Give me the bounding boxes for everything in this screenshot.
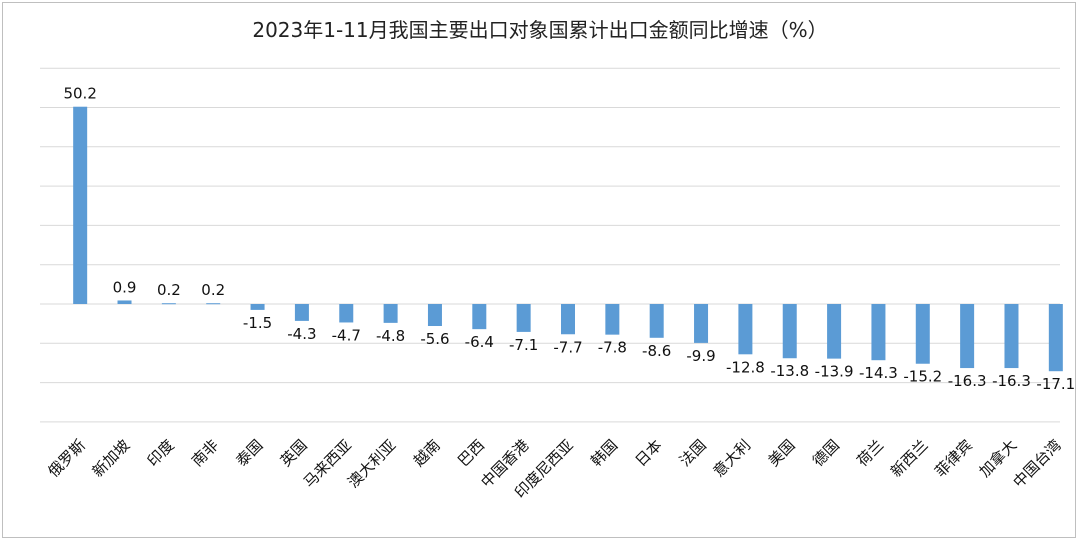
category-tick-label: 南非 [188,436,222,470]
bar [339,304,354,323]
category-tick-label: 美国 [765,436,799,470]
bar [649,304,664,338]
category-tick-label: 泰国 [232,436,266,470]
bar [117,300,132,304]
data-label: -4.8 [376,327,405,345]
data-label: -13.9 [815,363,854,381]
data-label: -7.8 [598,339,627,357]
bar [427,304,442,327]
data-label: -14.3 [859,364,898,382]
category-tick-label: 澳大利亚 [344,436,399,491]
chart-title: 2023年1-11月我国主要出口对象国累计出口金额同比增速（%） [252,18,828,42]
bar [250,304,265,310]
bar [782,304,797,359]
category-tick-label: 英国 [277,436,311,470]
category-tick-label: 韩国 [587,436,621,470]
category-tick-label: 印度 [144,436,178,470]
category-tick-label: 巴西 [454,436,488,470]
category-tick-label: 荷兰 [853,436,887,470]
data-label: 50.2 [63,85,96,103]
bar [294,304,309,321]
category-tick-label: 德国 [809,436,843,470]
bar [561,304,575,335]
data-label: -16.3 [992,372,1031,390]
data-label: 0.2 [157,281,181,299]
category-tick-label: 法国 [676,436,710,470]
category-tick-label: 意大利 [710,436,755,481]
data-label: -7.1 [509,336,538,354]
bar [1004,304,1019,369]
category-tick-labels: 俄罗斯 新加坡 印度 南非 泰国 英国马来西亚澳大利亚 越南 巴西中国香港印度尼西亚 韩国 日本法… [44,436,1064,502]
data-label: -1.5 [243,314,272,332]
category-tick-label: 新西兰 [887,436,932,481]
bar [516,304,531,332]
data-label: -13.8 [770,362,809,380]
bar [73,106,88,305]
bar [827,304,842,359]
bar [738,304,753,355]
bar [694,304,709,343]
category-tick-label: 马来西亚 [300,436,355,491]
data-label: -6.4 [465,333,494,351]
bar [472,304,487,330]
bar [161,303,176,305]
category-tick-label: 越南 [410,436,444,470]
category-tick-label: 日本 [632,436,666,470]
data-label: -4.7 [332,326,361,344]
category-tick-label: 菲律宾 [931,436,976,481]
data-label: -4.3 [287,325,316,343]
bar [605,304,620,335]
data-label: 0.9 [113,278,137,296]
bar [1048,304,1063,372]
data-labels: 50.2 0.9 0.2 0.2 -1.5 -4.3 -4.7 -4.8 -5.6 -6.4 -7.… [63,85,1075,393]
bar [915,304,930,364]
category-tick-label: 俄罗斯 [44,436,89,481]
bar [206,303,221,305]
bar [383,304,398,323]
data-label: -12.8 [726,358,765,376]
data-label: -16.3 [948,372,987,390]
data-label: -17.1 [1036,375,1075,393]
data-label: -9.9 [686,347,715,365]
data-label: -7.7 [553,338,582,356]
category-tick-label: 中国台湾 [1009,436,1064,491]
bar [960,304,975,369]
data-label: -15.2 [903,368,942,386]
bar [871,304,886,361]
gridlines [40,67,1060,423]
data-label: -8.6 [642,342,671,360]
data-label: 0.2 [201,281,225,299]
data-label: -5.6 [420,330,449,348]
bars [73,106,1063,372]
category-tick-label: 新加坡 [89,436,134,481]
